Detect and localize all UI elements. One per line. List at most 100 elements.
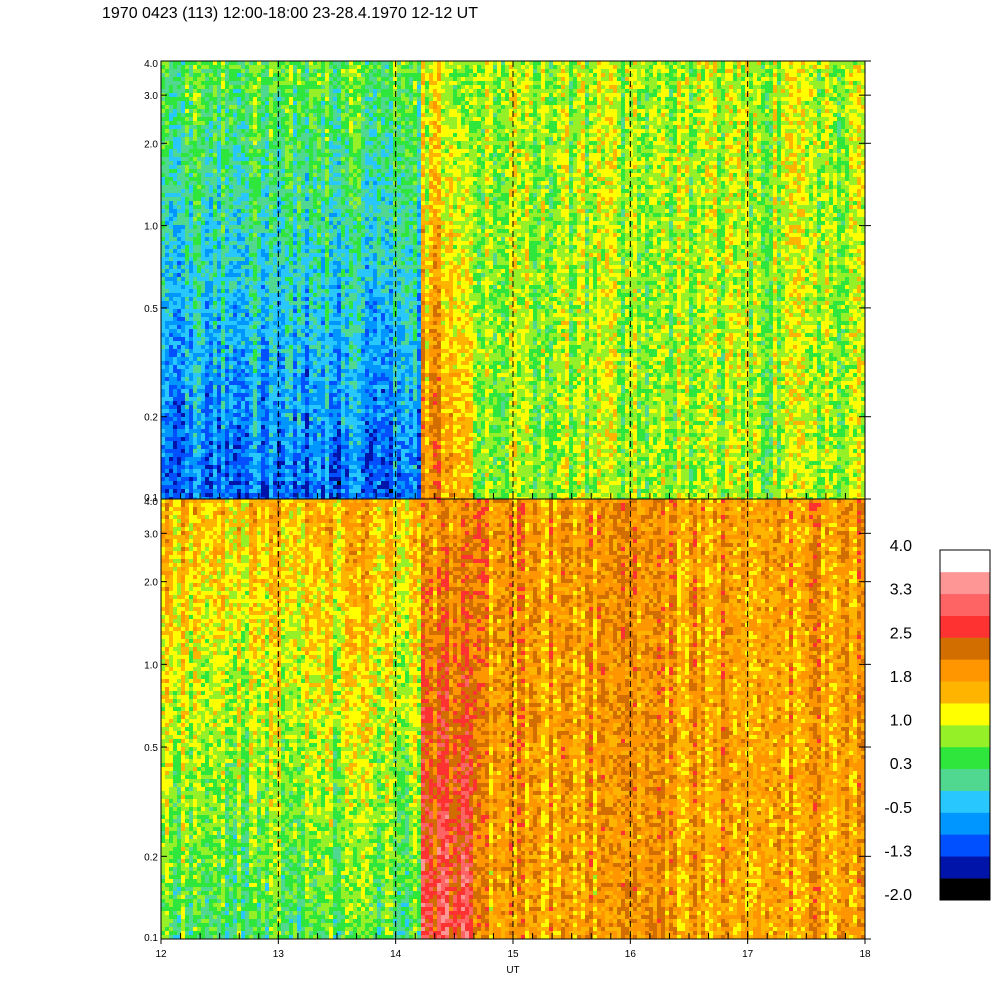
spectrogram-cell [165, 345, 169, 349]
spectrogram-cell [173, 425, 177, 429]
spectrogram-cell [197, 277, 201, 281]
spectrogram-cell [233, 457, 237, 461]
spectrogram-cell [229, 225, 233, 229]
spectrogram-cell [169, 145, 173, 149]
spectrogram-cell [225, 73, 229, 77]
spectrogram-cell [201, 69, 205, 73]
spectrogram-cell [209, 405, 213, 409]
spectrogram-cell [225, 405, 229, 409]
spectrogram-cell [185, 481, 189, 485]
spectrogram-cell [185, 349, 189, 353]
spectrogram-cell [201, 453, 205, 457]
spectrogram-cell [197, 429, 201, 433]
spectrogram-cell [205, 413, 209, 417]
spectrogram-cell [221, 413, 225, 417]
spectrogram-cell [169, 433, 173, 437]
spectrogram-cell [217, 385, 221, 389]
spectrogram-cell [201, 429, 205, 433]
spectrogram-cell [189, 173, 193, 177]
spectrogram-cell [221, 93, 225, 97]
spectrogram-cell [233, 445, 237, 449]
spectrogram-cell [189, 421, 193, 425]
spectrogram-cell [229, 421, 233, 425]
spectrogram-cell [221, 289, 225, 293]
spectrogram-cell [177, 173, 181, 177]
spectrogram-cell [225, 385, 229, 389]
spectrogram-cell [177, 77, 181, 81]
spectrogram-cell [181, 329, 185, 333]
spectrogram-cell [165, 105, 169, 109]
spectrogram-cell [169, 97, 173, 101]
spectrogram-cell [193, 249, 197, 253]
spectrogram-cell [229, 317, 233, 321]
spectrogram-cell [233, 413, 237, 417]
spectrogram-cell [169, 257, 173, 261]
spectrogram-cell [225, 245, 229, 249]
spectrogram-cell [209, 77, 213, 81]
spectrogram-cell [185, 165, 189, 169]
spectrogram-cell [185, 369, 189, 373]
spectrogram-cell [161, 185, 165, 189]
spectrogram-cell [181, 265, 185, 269]
spectrogram-cell [201, 61, 205, 65]
spectrogram-cell [213, 393, 217, 397]
spectrogram-cell [193, 65, 197, 69]
spectrogram-cell [225, 461, 229, 465]
spectrogram-cell [173, 317, 177, 321]
spectrogram-cell [161, 349, 165, 353]
spectrogram-cell [177, 417, 181, 421]
spectrogram-cell [221, 245, 225, 249]
spectrogram-cell [233, 397, 237, 401]
spectrogram-cell [205, 105, 209, 109]
spectrogram-cell [173, 405, 177, 409]
spectrogram-cell [189, 461, 193, 465]
spectrogram-cell [229, 237, 233, 241]
spectrogram-cell [181, 153, 185, 157]
spectrogram-cell [193, 185, 197, 189]
spectrogram-cell [177, 145, 181, 149]
spectrogram-cell [165, 237, 169, 241]
spectrogram-cell [229, 141, 233, 145]
spectrogram-cell [233, 265, 237, 269]
spectrogram-cell [173, 181, 177, 185]
spectrogram-cell [197, 305, 201, 309]
spectrogram-cell [161, 265, 165, 269]
spectrogram-cell [197, 357, 201, 361]
spectrogram-cell [197, 109, 201, 113]
spectrogram-cell [193, 473, 197, 477]
spectrogram-cell [213, 217, 217, 221]
spectrogram-cell [221, 117, 225, 121]
spectrogram-cell [201, 329, 205, 333]
spectrogram-cell [221, 329, 225, 333]
spectrogram-cell [193, 225, 197, 229]
spectrogram-cell [189, 161, 193, 165]
spectrogram-cell [213, 305, 217, 309]
spectrogram-cell [213, 337, 217, 341]
spectrogram-cell [177, 357, 181, 361]
spectrogram-cell [165, 265, 169, 269]
spectrogram-cell [233, 405, 237, 409]
spectrogram-cell [193, 465, 197, 469]
spectrogram-cell [201, 321, 205, 325]
spectrogram-cell [233, 229, 237, 233]
spectrogram-cell [221, 473, 225, 477]
spectrogram-cell [181, 109, 185, 113]
spectrogram-cell [201, 341, 205, 345]
spectrogram-cell [205, 453, 209, 457]
spectrogram-cell [205, 245, 209, 249]
spectrogram-cell [181, 333, 185, 337]
spectrogram-cell [189, 309, 193, 313]
spectrogram-cell [197, 317, 201, 321]
spectrogram-cell [201, 285, 205, 289]
spectrogram-cell [209, 389, 213, 393]
spectrogram-cell [201, 445, 205, 449]
spectrogram-cell [193, 69, 197, 73]
spectrogram-cell [217, 421, 221, 425]
spectrogram-cell [185, 397, 189, 401]
spectrogram-cell [233, 401, 237, 405]
spectrogram-cell [217, 433, 221, 437]
spectrogram-cell [181, 449, 185, 453]
spectrogram-cell [233, 205, 237, 209]
spectrogram-cell [181, 125, 185, 129]
spectrogram-cell [177, 65, 181, 69]
